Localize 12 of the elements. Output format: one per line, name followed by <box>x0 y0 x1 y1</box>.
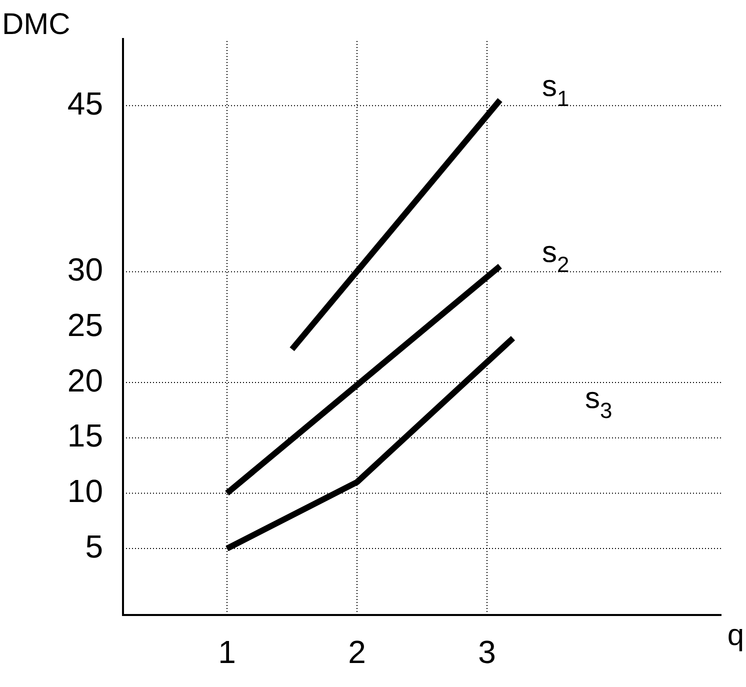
y-tick-label: 10 <box>67 473 103 510</box>
y-tick-label: 25 <box>67 306 103 343</box>
y-tick-label: 45 <box>67 85 103 122</box>
y-tick-label: 20 <box>67 362 103 398</box>
y-tick-label: 15 <box>67 418 103 454</box>
y-tick-label: 5 <box>85 528 103 564</box>
x-tick-label: 2 <box>348 634 366 670</box>
y-tick-label: 30 <box>67 252 103 288</box>
x-tick-label: 1 <box>218 634 236 670</box>
y-axis-title: DMC <box>2 8 70 41</box>
x-tick-label: 3 <box>478 634 496 670</box>
x-axis-title: q <box>727 619 744 652</box>
